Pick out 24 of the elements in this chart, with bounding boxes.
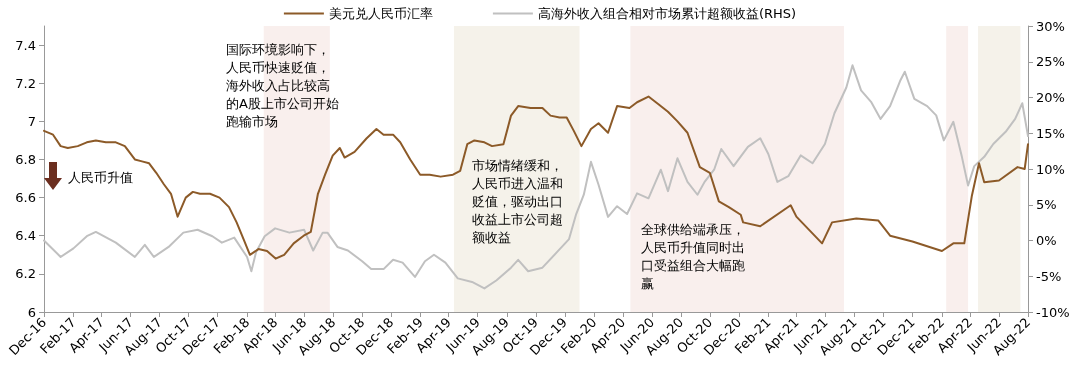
legend-label: 美元兑人民币汇率 xyxy=(328,6,433,21)
line-series xyxy=(43,95,1029,260)
y2-tick-label: 30% xyxy=(1036,18,1065,34)
y2-tick-label: 10% xyxy=(1036,161,1065,177)
y-tick-label: 6.2 xyxy=(15,266,36,282)
y2-tick-label: 5% xyxy=(1036,197,1057,213)
y2-tick-label: 15% xyxy=(1036,125,1065,141)
y-tick-label: 7.2 xyxy=(15,75,36,91)
y-tick-label: 6.4 xyxy=(15,228,36,244)
annotation: 人民币升值 xyxy=(68,169,133,185)
annotation: 国际环境影响下，人民币快速贬值，海外收入占比较高的A股上市公司开始跑输市场 xyxy=(226,41,339,129)
y2-tick-label: -5% xyxy=(1036,268,1062,284)
y-tick-label: 7.4 xyxy=(15,37,36,53)
y-tick-label: 7 xyxy=(27,113,36,129)
y2-tick-label: 0% xyxy=(1036,233,1057,248)
annotation: 全球供给端承压，人民币升值同时出口受益组合大幅跑赢 xyxy=(641,221,745,291)
y2-tick-label: 20% xyxy=(1036,90,1065,105)
legend-label: 高海外收入组合相对市场累计超额收益(RHS) xyxy=(537,6,797,21)
y-tick-label: 6.6 xyxy=(15,190,36,206)
y-tick-label: 6.8 xyxy=(15,151,36,167)
y-tick-label: 6 xyxy=(27,304,36,320)
annotation: 市场情绪缓和，人民币进入温和贬值，驱动出口收益上市公司超额收益 xyxy=(472,157,563,245)
y2-tick-label: 25% xyxy=(1036,54,1065,70)
y2-tick-label: -10% xyxy=(1036,304,1070,320)
